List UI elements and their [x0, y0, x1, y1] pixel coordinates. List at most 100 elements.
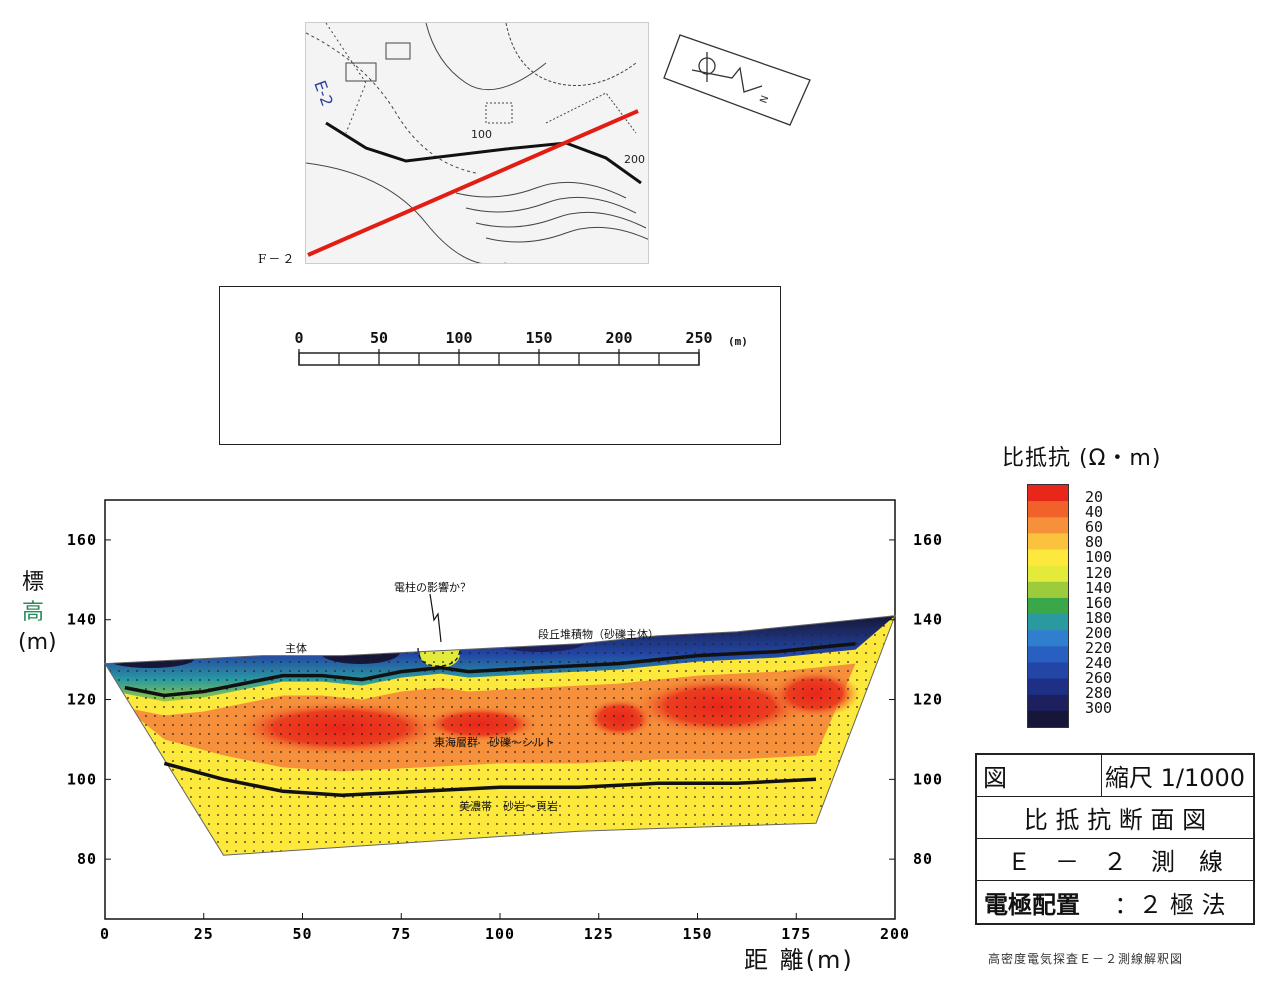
legend-swatch: [1028, 485, 1068, 502]
y-tick-label-right: 120: [913, 691, 943, 709]
title-block-row: 図 縮尺 1/1000: [977, 755, 1253, 797]
legend-swatch: [1028, 662, 1068, 680]
legend-colorbar: [1027, 484, 1069, 728]
legend-value-label: 200: [1085, 623, 1113, 642]
legend-value-label: 40: [1085, 503, 1104, 522]
legend-swatch: [1028, 501, 1068, 518]
legend-value-label: 260: [1085, 669, 1113, 688]
y-tick-label-right: 140: [913, 611, 943, 629]
figure-title: 比 抵 抗 断 面 図: [1023, 806, 1207, 834]
pole-anomaly-outline: [417, 647, 461, 667]
legend-value-label: 140: [1085, 578, 1113, 597]
section-fill: [105, 615, 895, 856]
x-tick-label: 75: [391, 925, 411, 943]
title-block: 図 縮尺 1/1000 比 抵 抗 断 面 図 Ｅ － ２ 測 線 電極配置 ：…: [975, 753, 1255, 925]
legend-value-label: 180: [1085, 608, 1113, 627]
y-tick-label-left: 140: [67, 611, 97, 629]
scale-tick-label: 0: [294, 329, 304, 347]
legend-swatch: [1028, 646, 1068, 663]
legend-swatch: [1028, 694, 1068, 712]
electrode-value: ：２ 極 法: [1114, 890, 1226, 919]
legend-value-label: 280: [1085, 684, 1113, 703]
legend-swatch: [1028, 533, 1068, 551]
legend-value-label: 20: [1085, 488, 1104, 506]
legend-value-label: 60: [1085, 518, 1104, 537]
scale-tick-label: 150: [525, 329, 553, 347]
y-tick-label-right: 100: [913, 770, 943, 788]
x-tick-label: 0: [100, 925, 110, 943]
legend-swatch: [1028, 549, 1068, 567]
scale-tick-label: 100: [445, 329, 473, 347]
legend-value-label: 240: [1085, 654, 1113, 673]
x-axis-label: 距 離(m): [744, 946, 854, 974]
survey-line-name: Ｅ － ２ 測 線: [1007, 848, 1223, 876]
y-axis-label-char: 標: [21, 570, 44, 595]
x-tick-label: 100: [485, 925, 515, 943]
map-road: [325, 121, 642, 185]
layer-label-mino: 美濃帯 砂岩～頁岩: [459, 799, 558, 813]
y-tick-label-left: 100: [67, 770, 97, 788]
y-axis-label: 標 高 (m): [18, 568, 57, 658]
section-line-label: F－２: [258, 252, 297, 266]
legend-swatch: [1028, 678, 1068, 696]
x-tick-label: 175: [781, 925, 811, 943]
scale-unit: (m): [728, 335, 748, 348]
scale-text: 縮尺 1/1000: [1104, 764, 1246, 792]
layer-label-tokai: 東海層群 砂礫～シルト: [434, 735, 555, 749]
legend-value-label: 80: [1085, 533, 1104, 552]
y-tick-label-right: 160: [913, 531, 943, 549]
legend-swatch: [1028, 517, 1068, 534]
pole-pointer: [429, 593, 442, 643]
legend-value-label: 120: [1085, 563, 1113, 582]
scale-tick-label: 50: [369, 329, 389, 347]
x-tick-label: 125: [584, 925, 614, 943]
y-axis-ticks: 80 80 100 100 120 120 140 140 160 160: [67, 531, 943, 868]
svg-text:N: N: [758, 94, 771, 105]
y-tick-label-left: 80: [77, 850, 97, 868]
map-contour-label: 200: [624, 153, 645, 166]
layer-label-terrace: 段丘堆積物（砂礫主体）: [538, 627, 659, 641]
y-tick-label-right: 80: [913, 850, 933, 868]
map-marker-label: E-2: [310, 78, 337, 109]
figure-label: 図: [977, 755, 1102, 796]
x-tick-label: 50: [292, 925, 312, 943]
location-map: E-2 100 200: [305, 22, 649, 264]
survey-line: [307, 109, 639, 257]
x-tick-label: 25: [194, 925, 214, 943]
lower-boundary-line: [163, 761, 817, 798]
legend-swatch: [1028, 630, 1068, 647]
location-map-drawing: E-2 100 200: [306, 23, 648, 263]
y-axis-label-unit: (m): [18, 630, 57, 655]
scale-tick-label: 200: [605, 329, 633, 347]
map-contour-label: 100: [471, 128, 492, 141]
scale-bar: [298, 349, 700, 366]
section-outline: [104, 615, 896, 856]
x-tick-label: 150: [682, 925, 712, 943]
legend-value-label: 300: [1085, 699, 1113, 718]
title-block-row: 電極配置 ：２ 極 法: [977, 881, 1253, 923]
y-axis-label-char: 高: [21, 600, 44, 625]
y-tick-label-left: 160: [67, 531, 97, 549]
scale-tick-label: 250: [685, 329, 713, 347]
north-arrow-icon: N: [663, 34, 811, 126]
legend-swatch: [1028, 581, 1068, 599]
pole-annotation: 電柱の影響か？: [394, 580, 471, 594]
title-block-row: 比 抵 抗 断 面 図: [977, 797, 1253, 839]
legend-swatch: [1028, 614, 1068, 631]
legend-value-label: 220: [1085, 639, 1113, 657]
y-tick-label-left: 120: [67, 691, 97, 709]
upper-boundary-line: [124, 641, 856, 698]
legend-swatch: [1028, 565, 1068, 583]
layer-label-terrace-left: 主体: [285, 641, 307, 655]
legend-swatch: [1028, 710, 1068, 727]
title-block-row: Ｅ － ２ 測 線: [977, 839, 1253, 881]
legend-value-label: 160: [1085, 593, 1113, 612]
legend-swatch: [1028, 597, 1068, 615]
figure-caption: 高密度電気探査Ｅ－２測線解釈図: [988, 952, 1184, 966]
x-axis-ticks: 0 25 50 75 100 125 150 175 200: [100, 913, 910, 943]
x-tick-label: 200: [880, 925, 910, 943]
electrode-label: 電極配置: [984, 890, 1080, 919]
legend-title: 比抵抗 (Ω・m): [1002, 446, 1162, 471]
resistivity-section-chart: 0 25 50 75 100 125 150 175 200 80 80 100 100 120 120 1…: [67, 499, 943, 943]
scale-bar-box: 0 50 100 150 200 250 (m): [219, 286, 781, 445]
